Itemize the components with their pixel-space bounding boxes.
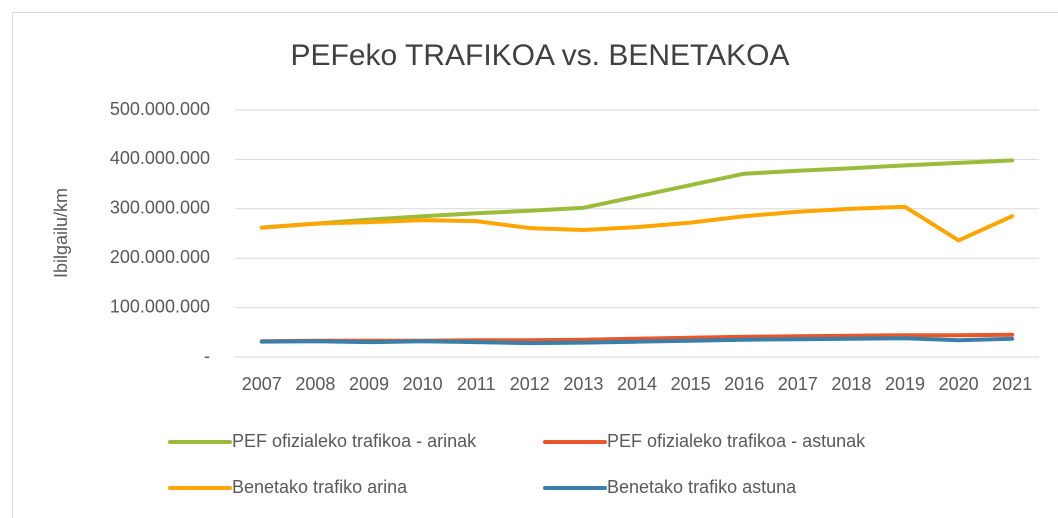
chart-title: PEFeko TRAFIKOA vs. BENETAKOA <box>290 39 789 72</box>
chart-border <box>12 12 1058 518</box>
x-tick-label: 2010 <box>403 374 443 394</box>
y-tick-label: 500.000.000 <box>110 99 210 119</box>
x-tick-label: 2017 <box>778 374 818 394</box>
y-tick-label: - <box>204 346 210 366</box>
x-tick-label: 2007 <box>242 374 282 394</box>
x-tick-label: 2020 <box>939 374 979 394</box>
y-tick-label: 400.000.000 <box>110 148 210 168</box>
x-tick-label: 2015 <box>671 374 711 394</box>
x-tick-label: 2018 <box>831 374 871 394</box>
y-tick-label: 100.000.000 <box>110 296 210 316</box>
legend-label: Benetako trafiko astuna <box>607 477 797 497</box>
legend-label: PEF ofizialeko trafikoa - arinak <box>232 431 477 451</box>
x-tick-label: 2008 <box>295 374 335 394</box>
y-axis-label: Ibilgailu/km <box>51 188 71 278</box>
x-tick-label: 2014 <box>617 374 657 394</box>
x-tick-label: 2009 <box>349 374 389 394</box>
legend-label: PEF ofizialeko trafikoa - astunak <box>607 431 866 451</box>
x-tick-label: 2019 <box>885 374 925 394</box>
x-tick-label: 2011 <box>457 374 496 394</box>
series-line <box>259 204 1015 243</box>
series-line <box>259 336 1015 346</box>
x-tick-label: 2016 <box>724 374 764 394</box>
x-tick-label: 2021 <box>992 374 1032 394</box>
x-tick-label: 2012 <box>510 374 550 394</box>
y-tick-label: 300.000.000 <box>110 198 210 218</box>
series-line <box>259 158 1015 230</box>
y-tick-label: 200.000.000 <box>110 247 210 267</box>
legend-label: Benetako trafiko arina <box>232 477 408 497</box>
x-tick-label: 2013 <box>563 374 603 394</box>
